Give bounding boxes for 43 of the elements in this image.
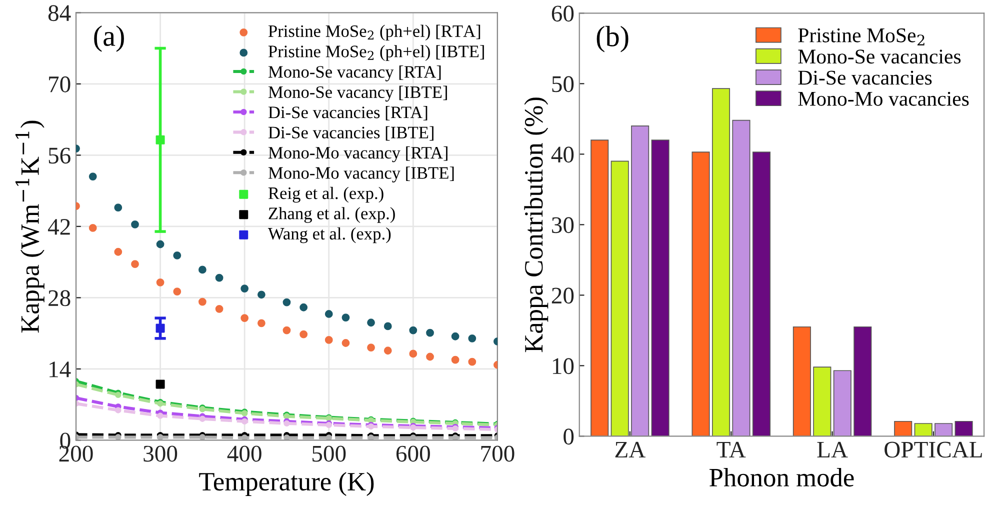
legend-label: Mono-Mo vacancies (798, 92, 969, 106)
y-tick-label: 56 (48, 148, 70, 164)
legend-label: Mono-Mo vacancy [IBTE] (268, 166, 454, 182)
y-tick-label: 0 (564, 428, 574, 445)
x-tick-label: 700 (481, 446, 514, 462)
y-tick-label: 28 (48, 290, 70, 306)
legend-label: Mono-Se vacancy [RTA] (268, 66, 441, 82)
annotation: (b) (596, 26, 628, 52)
y-axis-title: Kappa Contribution (%) (524, 98, 548, 352)
legend-label: Pristine MoSe$_{2}$ (ph+el) [IBTE] (268, 45, 484, 61)
x-tick-label: 500 (312, 446, 346, 462)
legend-label: Pristine MoSe$_{2}$ (798, 28, 924, 46)
x-tick-label: 600 (396, 446, 430, 462)
y-tick-label: 70 (49, 76, 70, 92)
annotation: (a) (94, 25, 124, 52)
legend-label: Di-Se vacancies [IBTE] (268, 126, 434, 141)
y-axis-title: Kappa (Wm$^{−1}$K$^{−1}$) (15, 120, 44, 333)
x-tick-label: 400 (227, 446, 262, 462)
legend-label: Mono-Mo vacancy [RTA] (268, 146, 448, 162)
y-tick-label: 10 (552, 358, 574, 374)
y-tick-label: 20 (552, 288, 574, 304)
y-tick-label: 84 (48, 5, 71, 22)
x-tick-label: TA (716, 442, 746, 458)
legend-label: Zhang et al. (exp.) (268, 207, 395, 223)
x-tick-label: LA (817, 442, 848, 458)
legend-label: Di-Se vacancies (798, 70, 932, 85)
y-tick-label: 30 (552, 217, 574, 234)
legend-label: Wang et al. (exp.) (268, 227, 391, 244)
x-tick-label: ZA (615, 442, 646, 458)
x-axis-title: Temperature (K) (199, 472, 374, 496)
y-tick-label: 14 (50, 362, 71, 378)
legend-label: Di-Se vacancies [RTA] (268, 106, 428, 120)
legend-label: Mono-Se vacancy [IBTE] (268, 86, 447, 102)
y-tick-label: 50 (552, 76, 574, 92)
y-tick-label: 60 (552, 6, 574, 22)
legend-label: Reig et al. (exp.) (268, 186, 384, 203)
x-tick-label: OPTICAL (884, 442, 982, 458)
x-axis-title: Phonon mode (710, 468, 854, 487)
legend-label: Mono-Se vacancies (798, 50, 961, 64)
y-tick-label: 40 (551, 146, 574, 163)
x-tick-label: 300 (144, 446, 178, 462)
y-tick-label: 42 (48, 218, 70, 235)
legend-label: Pristine MoSe$_{2}$ (ph+el) [RTA] (268, 24, 480, 41)
